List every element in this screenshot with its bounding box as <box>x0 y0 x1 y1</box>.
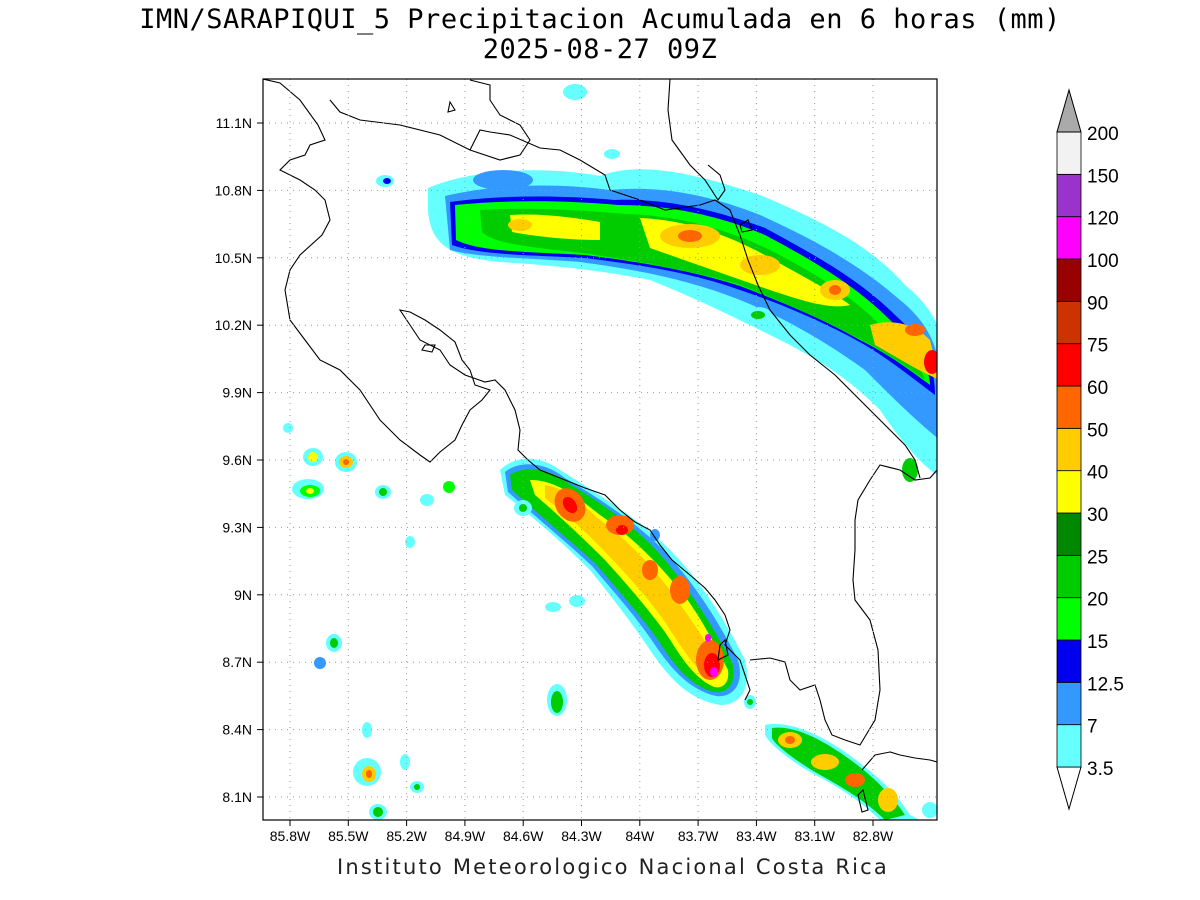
legend-swatch <box>1056 681 1082 726</box>
legend-level-label: 25 <box>1087 547 1108 568</box>
lat-tick-label: 9.9N <box>222 385 252 401</box>
legend-swatch <box>1056 597 1082 641</box>
legend-swatch <box>1056 639 1082 683</box>
lat-tick-label: 8.4N <box>222 722 252 738</box>
lon-tick-label: 85.2W <box>386 828 427 844</box>
map-frame <box>262 78 938 821</box>
legend-level-label: 200 <box>1087 124 1119 145</box>
legend-level-label: 120 <box>1087 209 1119 230</box>
legend-level-label: 100 <box>1087 251 1119 272</box>
legend-min-arrow <box>1056 766 1082 811</box>
lat-tick-label: 9N <box>234 587 252 603</box>
legend-swatch <box>1056 216 1082 260</box>
map-gridlines <box>263 79 937 820</box>
coastline-borders <box>263 79 937 813</box>
legend-swatch <box>1056 258 1082 302</box>
lat-tick-label: 10.2N <box>215 317 252 333</box>
legend-level-label: 3.5 <box>1087 759 1113 780</box>
legend-level-label: 50 <box>1087 420 1108 441</box>
lat-tick-label: 10.5N <box>215 250 252 266</box>
legend-swatch <box>1056 385 1082 429</box>
legend-level-label: 7 <box>1087 717 1098 738</box>
legend-swatch <box>1056 300 1082 345</box>
lon-tick-label: 84.9W <box>445 828 486 844</box>
lon-tick-label: 85.8W <box>270 828 311 844</box>
legend-swatch <box>1056 173 1082 218</box>
footer-credit: Instituto Meteorologico Nacional Costa R… <box>337 855 889 879</box>
legend-level-label: 40 <box>1087 463 1108 484</box>
legend-level-label: 150 <box>1087 166 1119 187</box>
legend-swatch <box>1056 554 1082 599</box>
lon-tick-label: 85.5W <box>328 828 369 844</box>
lon-tick-label: 83.7W <box>678 828 719 844</box>
map-subtitle-datetime: 2025-08-27 09Z <box>482 34 718 65</box>
lat-tick-label: 9.6N <box>222 452 252 468</box>
legend-swatch <box>1056 427 1082 472</box>
legend-level-label: 12.5 <box>1087 674 1124 695</box>
lon-tick-label: 83.4W <box>736 828 777 844</box>
lat-tick-label: 11.1N <box>216 115 252 131</box>
map-title: IMN/SARAPIQUI_5 Precipitacion Acumulada … <box>139 4 1061 35</box>
lat-tick-label: 8.1N <box>222 789 252 805</box>
legend-swatch <box>1056 724 1082 768</box>
lat-tick-label: 10.8N <box>215 182 252 198</box>
latitude-axis: 8.1N 8.4N 8.7N 9N 9.3N 9.6N 9.9N 10.2N 10.5N 10.8… <box>215 115 263 805</box>
lat-tick-label: 8.7N <box>222 654 252 670</box>
legend-level-label: 20 <box>1087 590 1108 611</box>
longitude-axis: 85.8W 85.5W 85.2W 84.9W 84.6W 84.3W 84W 83.7W 83… <box>270 820 894 844</box>
lon-tick-label: 84W <box>625 828 655 844</box>
legend-swatch <box>1056 470 1082 514</box>
lon-tick-label: 84.3W <box>561 828 602 844</box>
lon-tick-label: 84.6W <box>503 828 544 844</box>
legend-level-label: 90 <box>1087 293 1108 314</box>
precipitation-field <box>283 84 937 820</box>
legend-swatch <box>1056 131 1082 175</box>
legend-max-arrow <box>1056 88 1082 133</box>
legend-level-label: 15 <box>1087 632 1108 653</box>
legend-level-label: 60 <box>1087 378 1108 399</box>
lon-tick-label: 82.8W <box>853 828 894 844</box>
precipitation-legend: 3.5 7 12.5 15 20 25 30 40 50 60 75 90 100 120 150 200 <box>1056 88 1124 811</box>
legend-level-label: 75 <box>1087 336 1108 357</box>
lon-tick-label: 83.1W <box>794 828 835 844</box>
legend-swatch <box>1056 343 1082 387</box>
lat-tick-label: 9.3N <box>222 519 252 535</box>
legend-swatch <box>1056 512 1082 556</box>
legend-level-label: 30 <box>1087 505 1108 526</box>
